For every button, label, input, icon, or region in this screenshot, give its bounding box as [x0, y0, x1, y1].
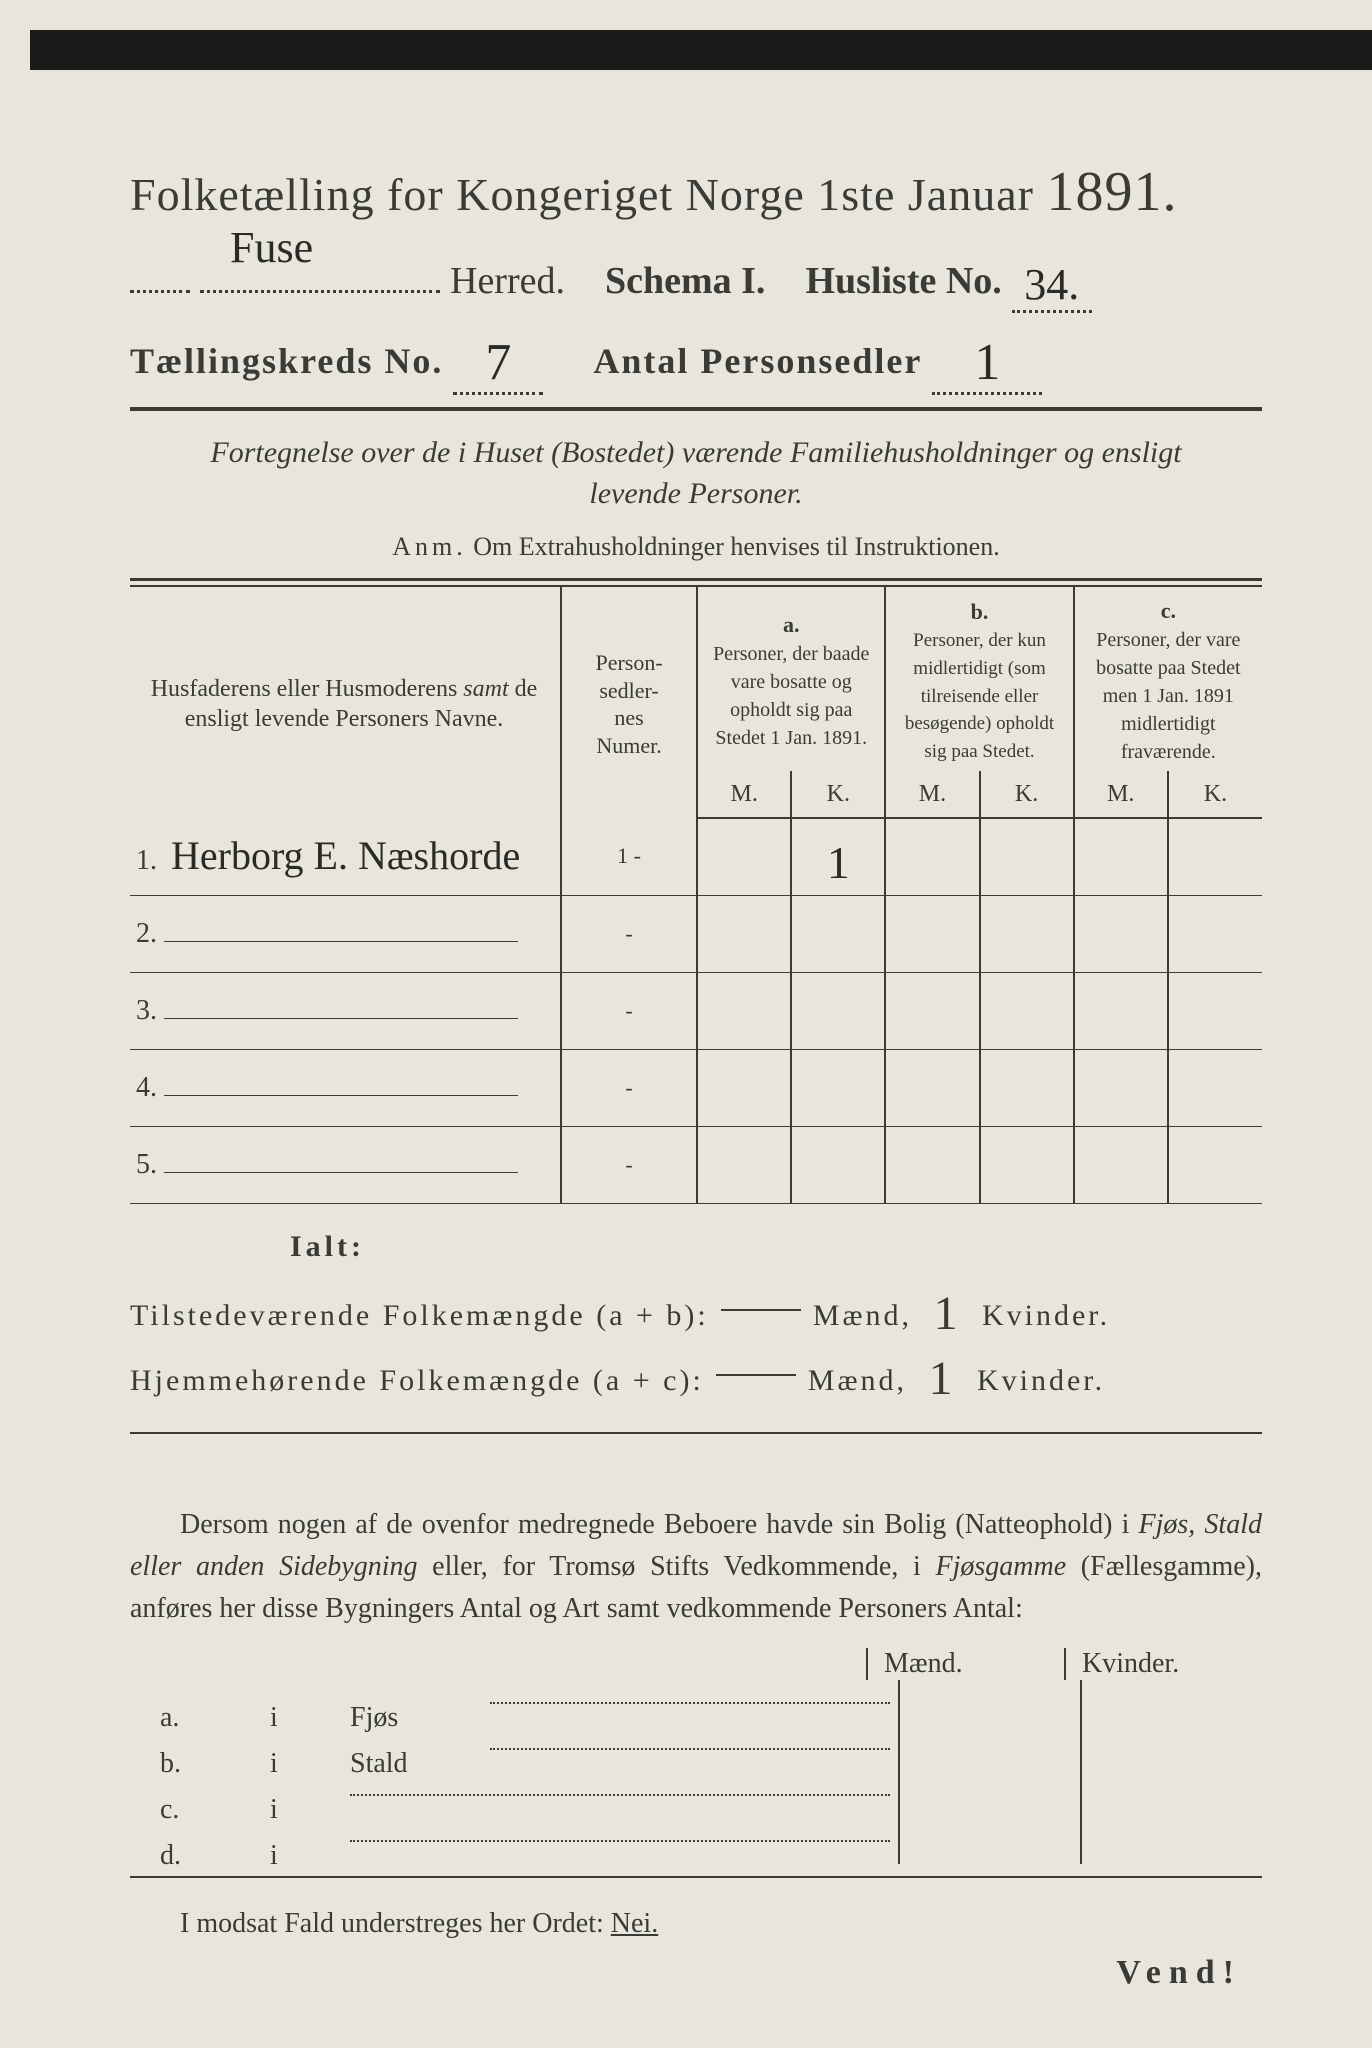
sum-k-label: Kvinder.	[982, 1299, 1110, 1333]
sum-present: Tilstedeværende Folkemængde (a + b): Mæn…	[130, 1282, 1262, 1337]
col-a: a. Personer, der baade vare bosatte og o…	[697, 587, 885, 771]
byg-i: i	[240, 1702, 350, 1734]
cell	[1168, 818, 1262, 896]
row-num: 3.	[136, 993, 164, 1028]
antal-value: 1	[932, 333, 1042, 395]
cell-num: -	[561, 1126, 697, 1203]
nei-line: I modsat Fald understreges her Ordet: Ne…	[130, 1908, 1262, 1940]
col-c-k: K.	[1168, 771, 1262, 818]
subtitle: Fortegnelse over de i Huset (Bostedet) v…	[170, 433, 1222, 514]
byg-letter: a.	[130, 1702, 240, 1734]
byg-i: i	[240, 1794, 350, 1826]
byg-mk-header: Mænd. Kvinder.	[130, 1648, 1262, 1680]
col-a-k: K.	[791, 771, 885, 818]
byg-m-label: Mænd.	[866, 1648, 1064, 1680]
main-table: Husfaderens eller Husmoderens samt de en…	[130, 587, 1262, 1204]
byg-type: Stald	[350, 1748, 490, 1780]
cell-num: -	[561, 895, 697, 972]
table-rule-top1	[130, 578, 1262, 581]
sum-k-value: 1	[907, 1351, 977, 1406]
sum-label: Hjemmehørende Folkemængde (a + c):	[130, 1364, 704, 1398]
byg-i: i	[240, 1840, 350, 1872]
main-title: Folketælling for Kongeriget Norge 1ste J…	[130, 160, 1262, 224]
byg-k-label: Kvinder.	[1064, 1648, 1262, 1680]
anm-line: Anm. Om Extrahusholdninger henvises til …	[130, 532, 1262, 562]
cell-ak: 1	[791, 818, 885, 896]
col-b: b. Personer, der kun midlertidigt (som t…	[885, 587, 1073, 771]
col-b-k: K.	[980, 771, 1074, 818]
sum-label: Tilstedeværende Folkemængde (a + b):	[130, 1299, 709, 1333]
title-year: 1891.	[1046, 161, 1177, 223]
header-line-3: Tællingskreds No. 7 Antal Personsedler 1	[130, 327, 1262, 389]
table-row: 5. -	[130, 1126, 1262, 1203]
col-a-m: M.	[697, 771, 791, 818]
byg-letter: c.	[130, 1794, 240, 1826]
table-row: 1. Herborg E. Næshorde 1 - 1	[130, 818, 1262, 896]
row-num: 2.	[136, 916, 164, 951]
sum-k-value: 1	[912, 1286, 982, 1341]
husliste-label: Husliste No.	[805, 259, 1001, 303]
vend-label: Vend!	[1116, 1954, 1242, 1992]
cell	[885, 818, 979, 896]
antal-label: Antal Personsedler	[593, 340, 922, 382]
sum-m-label: Mænd,	[808, 1364, 907, 1398]
cell	[697, 818, 791, 896]
row-num: 1.	[136, 843, 164, 878]
title-text: Folketælling for Kongeriget Norge 1ste J…	[130, 169, 1034, 220]
byg-letter: d.	[130, 1840, 240, 1872]
byg-type: Fjøs	[350, 1702, 490, 1734]
herred-label: Herred.	[450, 259, 565, 303]
herred-value: Fuse	[230, 222, 313, 273]
cell-num: 1 -	[561, 818, 697, 896]
sum-resident: Hjemmehørende Folkemængde (a + c): Mænd,…	[130, 1347, 1262, 1402]
col-c: c. Personer, der vare bosatte paa Stedet…	[1074, 587, 1262, 771]
table-row: 2. -	[130, 895, 1262, 972]
col-name-header: Husfaderens eller Husmoderens samt de en…	[130, 587, 561, 818]
byg-i: i	[240, 1748, 350, 1780]
sum-m-label: Mænd,	[813, 1299, 912, 1333]
outbuilding-paragraph: Dersom nogen af de ovenfor medregnede Be…	[130, 1504, 1262, 1630]
table-row: 4. -	[130, 1049, 1262, 1126]
rule-3	[130, 1876, 1262, 1878]
husliste-value: 34.	[1012, 259, 1092, 313]
row-num: 5.	[136, 1147, 164, 1182]
col-c-m: M.	[1074, 771, 1168, 818]
col-b-m: M.	[885, 771, 979, 818]
anm-label: Anm.	[392, 532, 467, 561]
cell	[1074, 818, 1168, 896]
nei-word: Nei.	[611, 1908, 658, 1939]
ialt-label: Ialt:	[290, 1230, 1262, 1264]
byg-letter: b.	[130, 1748, 240, 1780]
table-row: 3. -	[130, 972, 1262, 1049]
kreds-label: Tællingskreds No.	[130, 340, 443, 382]
rule-1	[130, 407, 1262, 411]
col-num-header: Person-sedler-nesNumer.	[561, 587, 697, 818]
herred-field: Fuse	[200, 252, 440, 293]
sum-k-label: Kvinder.	[977, 1364, 1105, 1398]
anm-text: Om Extrahusholdninger henvises til Instr…	[473, 532, 999, 561]
person-name: Herborg E. Næshorde	[171, 833, 520, 878]
nei-pre: I modsat Fald understreges her Ordet:	[180, 1908, 604, 1939]
dots-left	[130, 252, 190, 293]
census-form-page: Folketælling for Kongeriget Norge 1ste J…	[0, 0, 1372, 2048]
schema-label: Schema I.	[605, 259, 765, 303]
cell-num: -	[561, 972, 697, 1049]
cell	[980, 818, 1074, 896]
rule-2	[130, 1432, 1262, 1434]
row-num: 4.	[136, 1070, 164, 1105]
byg-row: a. i Fjøs	[130, 1680, 1262, 1726]
cell-num: -	[561, 1049, 697, 1126]
header-line-2: Fuse Herred. Schema I. Husliste No. 34.	[130, 252, 1262, 307]
kreds-value: 7	[453, 333, 543, 395]
